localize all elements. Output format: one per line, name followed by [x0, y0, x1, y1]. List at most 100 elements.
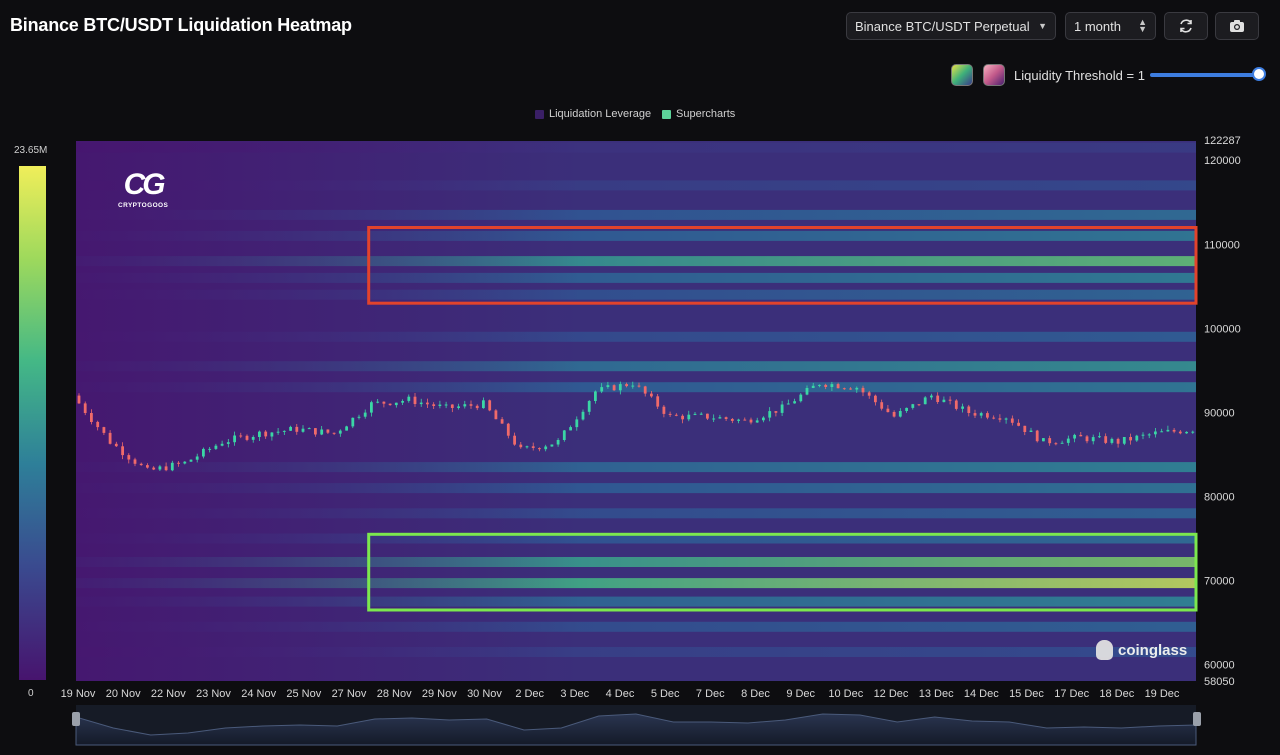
candle-body	[979, 413, 983, 416]
candle-body	[83, 403, 87, 413]
candle-body	[886, 408, 890, 413]
candle-body	[1029, 430, 1033, 432]
x-tick-label: 2 Dec	[515, 688, 544, 700]
candle-body	[1166, 429, 1170, 432]
candle-body	[407, 396, 411, 401]
candle-body	[432, 404, 436, 406]
candle-body	[618, 384, 622, 391]
candle-body	[450, 404, 454, 408]
candle-body	[587, 401, 591, 412]
refresh-icon	[1180, 19, 1192, 33]
colorbar-max-label: 23.65M	[14, 145, 48, 156]
y-tick-label: 90000	[1204, 407, 1235, 419]
candle-body	[1141, 434, 1145, 436]
legend-item-liquidation-leverage[interactable]: Liquidation Leverage	[535, 108, 651, 120]
x-tick-label: 5 Dec	[651, 688, 680, 700]
candle-body	[376, 401, 380, 403]
candle-body	[793, 401, 796, 404]
candle-body	[942, 399, 946, 403]
navigator-area	[75, 713, 1197, 746]
candle-body	[289, 426, 292, 431]
navigator-handle-left[interactable]	[72, 712, 80, 726]
candle-body	[836, 384, 840, 389]
y-tick-label: 80000	[1204, 492, 1235, 504]
legend-swatch	[662, 109, 671, 119]
y-tick-label: 60000	[1204, 660, 1235, 672]
candle-body	[538, 448, 541, 450]
navigator-handle-right[interactable]	[1193, 712, 1201, 726]
candle-body	[513, 435, 516, 445]
candle-body	[239, 435, 243, 437]
chevron-down-icon: ▼	[1038, 21, 1047, 31]
range-select[interactable]: 1 month ▲ ▼	[1065, 12, 1156, 40]
threshold-slider-thumb[interactable]	[1252, 67, 1266, 81]
x-tick-label: 27 Nov	[332, 688, 367, 700]
candle-body	[842, 388, 846, 390]
candle-body	[668, 413, 672, 415]
candle-body	[457, 406, 460, 408]
candle-body	[849, 388, 852, 390]
range-select-value: 1 month	[1074, 18, 1121, 34]
palette-pink-swatch[interactable]	[983, 64, 1005, 86]
x-tick-label: 28 Nov	[377, 688, 412, 700]
candle-body	[77, 395, 81, 404]
x-tick-label: 22 Nov	[151, 688, 186, 700]
x-tick-label: 24 Nov	[241, 688, 276, 700]
candle-body	[1042, 438, 1045, 442]
coinglass-watermark: coinglass	[1096, 640, 1187, 660]
candle-body	[1023, 425, 1027, 432]
candle-body	[780, 404, 784, 413]
screenshot-button[interactable]	[1215, 12, 1259, 40]
candle-body	[1010, 418, 1014, 423]
x-tick-label: 20 Nov	[106, 688, 141, 700]
candle-body	[301, 428, 305, 432]
candle-body	[712, 418, 716, 420]
candle-body	[314, 428, 317, 435]
candle-body	[500, 419, 504, 424]
candle-body	[1079, 434, 1083, 437]
page-title: Binance BTC/USDT Liquidation Heatmap	[10, 15, 352, 35]
candle-body	[1116, 438, 1120, 444]
pair-select[interactable]: Binance BTC/USDT Perpetual ▼	[846, 12, 1056, 40]
candle-body	[438, 404, 442, 406]
candle-body	[220, 443, 224, 446]
x-tick-label: 7 Dec	[696, 688, 725, 700]
candle-body	[419, 402, 423, 405]
candle-body	[195, 456, 199, 460]
candle-body	[892, 412, 896, 417]
legend-item-supercharts[interactable]: Supercharts	[662, 108, 735, 120]
candle-body	[1172, 429, 1176, 432]
palette-green-swatch[interactable]	[951, 64, 973, 86]
candle-body	[127, 455, 131, 460]
candle-body	[469, 404, 473, 406]
candle-body	[1048, 438, 1052, 444]
y-tick-label: 58050	[1204, 676, 1235, 688]
candle-body	[258, 431, 261, 437]
candle-body	[506, 423, 510, 436]
refresh-button[interactable]	[1164, 12, 1208, 40]
candle-body	[681, 415, 684, 420]
candle-body	[961, 406, 964, 409]
candle-body	[1066, 438, 1070, 443]
camera-icon	[1230, 20, 1244, 32]
candle-body	[338, 430, 342, 434]
candle-body	[264, 431, 268, 437]
candle-body	[954, 400, 958, 409]
threshold-slider-track[interactable]	[1150, 73, 1260, 77]
x-tick-label: 18 Dec	[1099, 688, 1134, 700]
candle-body	[1004, 418, 1008, 420]
candle-body	[208, 448, 212, 450]
candle-body	[121, 446, 124, 456]
x-tick-label: 10 Dec	[828, 688, 863, 700]
candle-body	[345, 426, 348, 431]
coinglass-text: coinglass	[1118, 641, 1188, 659]
candle-body	[774, 411, 778, 413]
green-annotation-box	[367, 532, 1198, 612]
x-tick-label: 17 Dec	[1054, 688, 1089, 700]
candle-body	[295, 426, 299, 432]
cryptogoos-logo: CG CRYPTOGOOS	[118, 170, 168, 210]
candle-body	[307, 428, 311, 430]
candle-body	[755, 420, 759, 423]
up-down-icon: ▲ ▼	[1138, 17, 1147, 34]
